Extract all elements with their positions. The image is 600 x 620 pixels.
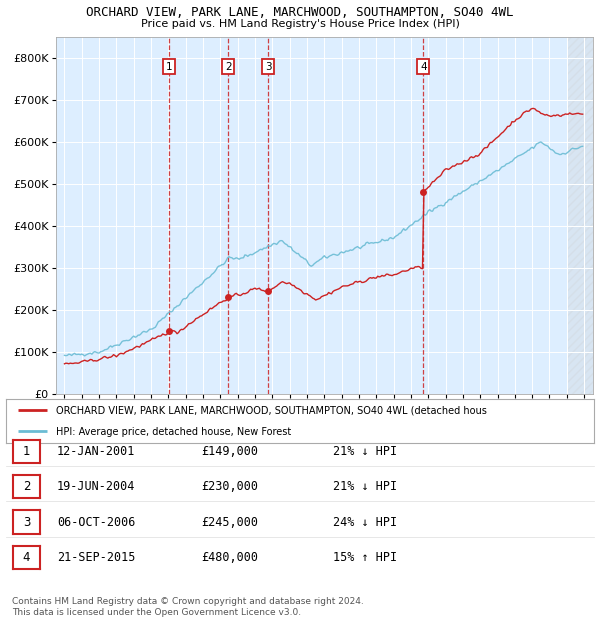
Text: 2: 2 [225, 61, 232, 71]
Text: 21% ↓ HPI: 21% ↓ HPI [333, 445, 397, 458]
Text: 3: 3 [23, 516, 30, 528]
Text: HPI: Average price, detached house, New Forest: HPI: Average price, detached house, New … [56, 427, 291, 436]
Text: 21% ↓ HPI: 21% ↓ HPI [333, 480, 397, 493]
Text: 06-OCT-2006: 06-OCT-2006 [57, 516, 136, 528]
Text: 4: 4 [420, 61, 427, 71]
Text: £245,000: £245,000 [201, 516, 258, 528]
Text: 24% ↓ HPI: 24% ↓ HPI [333, 516, 397, 528]
Text: 3: 3 [265, 61, 271, 71]
Text: 19-JUN-2004: 19-JUN-2004 [57, 480, 136, 493]
Text: £480,000: £480,000 [201, 551, 258, 564]
Text: £149,000: £149,000 [201, 445, 258, 458]
Text: 2: 2 [23, 480, 30, 493]
Text: 4: 4 [23, 551, 30, 564]
Text: 21-SEP-2015: 21-SEP-2015 [57, 551, 136, 564]
Text: ORCHARD VIEW, PARK LANE, MARCHWOOD, SOUTHAMPTON, SO40 4WL (detached hous: ORCHARD VIEW, PARK LANE, MARCHWOOD, SOUT… [56, 405, 487, 416]
Text: 15% ↑ HPI: 15% ↑ HPI [333, 551, 397, 564]
Text: Contains HM Land Registry data © Crown copyright and database right 2024.
This d: Contains HM Land Registry data © Crown c… [12, 598, 364, 617]
Text: 12-JAN-2001: 12-JAN-2001 [57, 445, 136, 458]
Text: £230,000: £230,000 [201, 480, 258, 493]
Bar [567, 37, 593, 394]
Text: Price paid vs. HM Land Registry's House Price Index (HPI): Price paid vs. HM Land Registry's House … [140, 19, 460, 29]
Text: 1: 1 [166, 61, 172, 71]
Text: ORCHARD VIEW, PARK LANE, MARCHWOOD, SOUTHAMPTON, SO40 4WL: ORCHARD VIEW, PARK LANE, MARCHWOOD, SOUT… [86, 6, 514, 19]
Text: 1: 1 [23, 445, 30, 458]
